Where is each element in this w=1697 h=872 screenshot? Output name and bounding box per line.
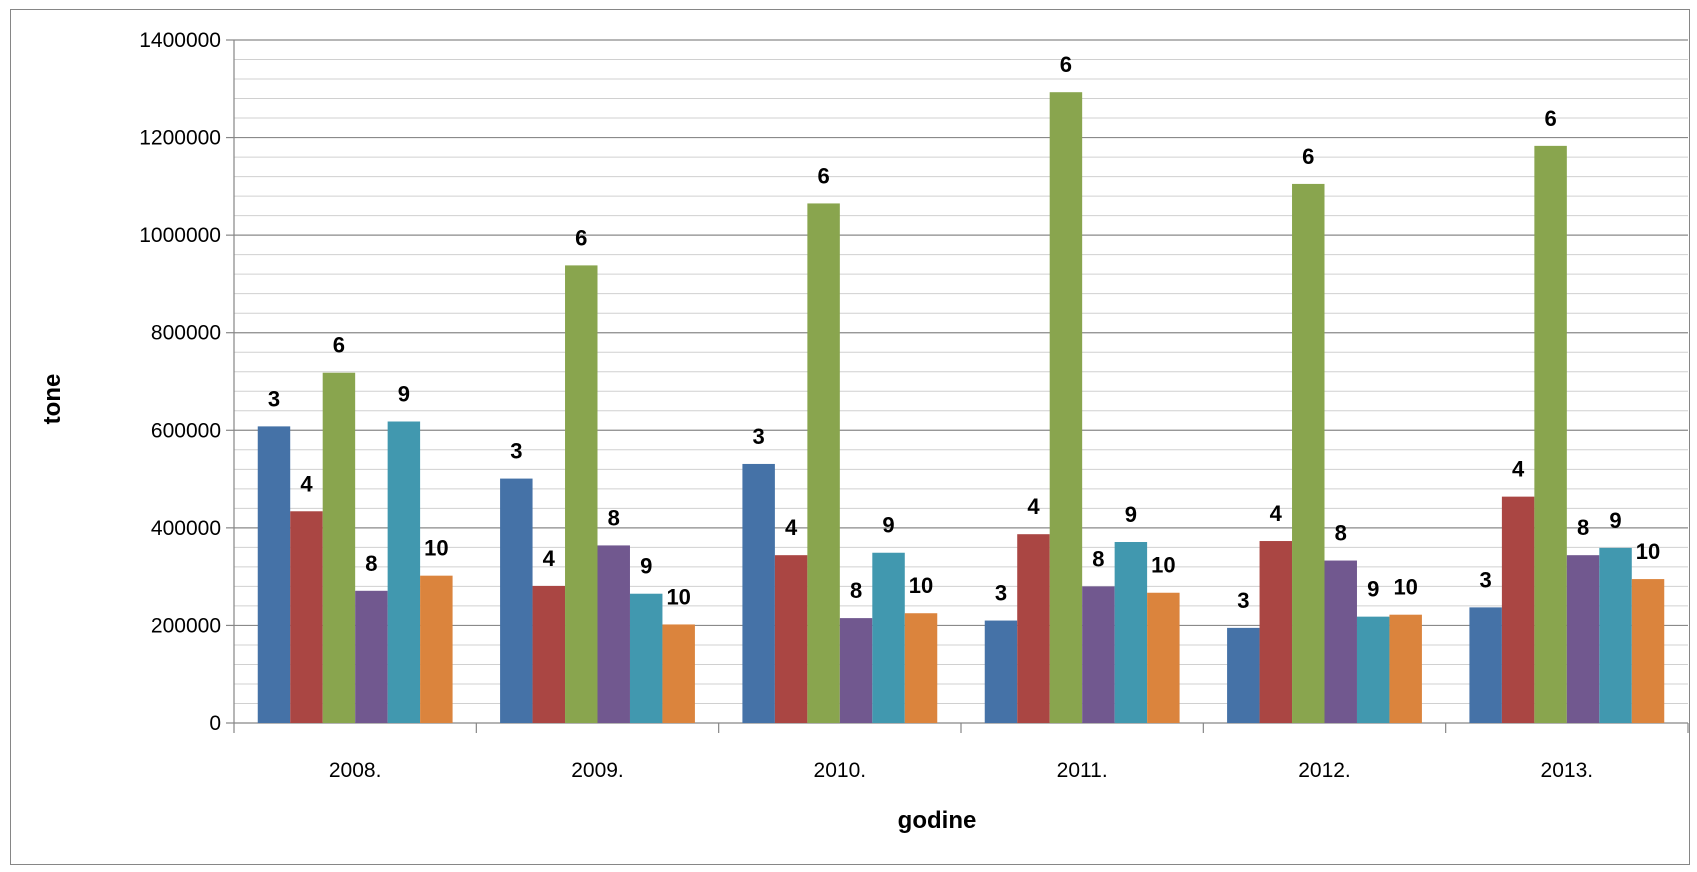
- data-label: 4: [300, 471, 313, 496]
- y-tick-label: 1200000: [139, 127, 221, 150]
- data-label: 8: [1092, 546, 1104, 571]
- bar: [839, 618, 873, 723]
- x-tick-label: 2013.: [1541, 759, 1594, 782]
- bar: [662, 624, 695, 723]
- x-tick-label: 2009.: [571, 759, 624, 782]
- y-tick-label: 800000: [151, 322, 221, 345]
- data-label: 8: [365, 551, 377, 576]
- data-label: 10: [909, 573, 933, 598]
- data-label: 6: [575, 225, 587, 250]
- bar: [742, 463, 775, 723]
- bar: [774, 555, 808, 723]
- data-label: 6: [1544, 106, 1556, 131]
- bar: [1227, 627, 1260, 723]
- bar: [290, 511, 323, 723]
- bar: [322, 372, 356, 723]
- bar: [597, 545, 630, 723]
- bar: [420, 575, 453, 723]
- data-label: 10: [1393, 575, 1417, 600]
- bar: [1292, 183, 1325, 724]
- bar: [1259, 541, 1293, 723]
- bar: [257, 426, 291, 723]
- data-label: 6: [1060, 52, 1072, 77]
- data-label: 10: [666, 584, 690, 609]
- bar: [807, 203, 840, 724]
- data-label: 4: [785, 515, 798, 540]
- bar: [1389, 614, 1422, 723]
- data-label: 4: [1270, 501, 1283, 526]
- y-tick-label: 200000: [151, 614, 221, 637]
- bar: [355, 590, 388, 723]
- x-tick-label: 2010.: [814, 759, 867, 782]
- data-label: 3: [510, 439, 522, 464]
- y-axis: 0 200000 400000 600000 800000 1000000 1200000 1…: [139, 29, 235, 735]
- bar: [1356, 616, 1390, 723]
- bar: [904, 613, 938, 723]
- data-label: 9: [882, 513, 894, 538]
- data-label: 4: [1512, 457, 1525, 482]
- x-tick-label: 2011.: [1057, 759, 1108, 782]
- y-tick-label: 400000: [151, 517, 221, 540]
- bar: [387, 421, 421, 723]
- data-label: 6: [1302, 144, 1314, 169]
- bar: [1114, 542, 1148, 723]
- data-label: 10: [1636, 539, 1660, 564]
- data-label: 10: [424, 536, 448, 561]
- data-label: 6: [817, 163, 829, 188]
- bar: [984, 620, 1018, 723]
- data-label: 6: [333, 333, 345, 358]
- data-label: 4: [543, 546, 556, 571]
- bar: [872, 552, 905, 723]
- bar: [1501, 496, 1535, 723]
- data-label: 10: [1151, 553, 1175, 578]
- x-tick-label: 2008.: [329, 759, 382, 782]
- data-label: 9: [1367, 577, 1379, 602]
- x-axis: 2008. 2009. 2010. 2011. 2012. 2013.: [233, 722, 1689, 782]
- y-tick-label: 1400000: [139, 29, 221, 52]
- data-label: 8: [850, 578, 862, 603]
- data-label: 8: [1335, 521, 1347, 546]
- data-label: 9: [1125, 502, 1137, 527]
- bar: [532, 585, 566, 723]
- bar: [1599, 547, 1632, 723]
- data-label: 9: [1609, 508, 1621, 533]
- data-label: 3: [753, 424, 765, 449]
- y-tick-label: 600000: [151, 419, 221, 442]
- bar: [1469, 607, 1502, 723]
- bar: [1082, 586, 1115, 723]
- y-tick-label: 0: [209, 712, 221, 735]
- data-label: 9: [640, 554, 652, 579]
- data-label: 3: [995, 581, 1007, 606]
- bar: [1566, 555, 1600, 723]
- y-axis-title: tone: [39, 374, 66, 425]
- bar: [1017, 534, 1050, 723]
- bar: [565, 265, 598, 723]
- y-tick-label: 1000000: [139, 224, 221, 247]
- bar: [500, 478, 533, 723]
- data-label: 9: [398, 382, 410, 407]
- data-label: 3: [1480, 567, 1492, 592]
- bar: [629, 593, 663, 723]
- bar: [1147, 592, 1180, 723]
- bar: [1534, 145, 1567, 724]
- gridlines: [234, 39, 1688, 704]
- bars: [257, 92, 1665, 724]
- data-label: 4: [1027, 494, 1040, 519]
- data-label: 3: [268, 386, 280, 411]
- x-axis-title: godine: [898, 807, 977, 834]
- x-tick-label: 2012.: [1298, 759, 1351, 782]
- bar: [1631, 579, 1665, 723]
- data-label: 8: [608, 505, 620, 530]
- bar: [1049, 92, 1083, 724]
- data-label: 8: [1577, 515, 1589, 540]
- data-label: 3: [1237, 588, 1249, 613]
- bar: [1324, 560, 1357, 723]
